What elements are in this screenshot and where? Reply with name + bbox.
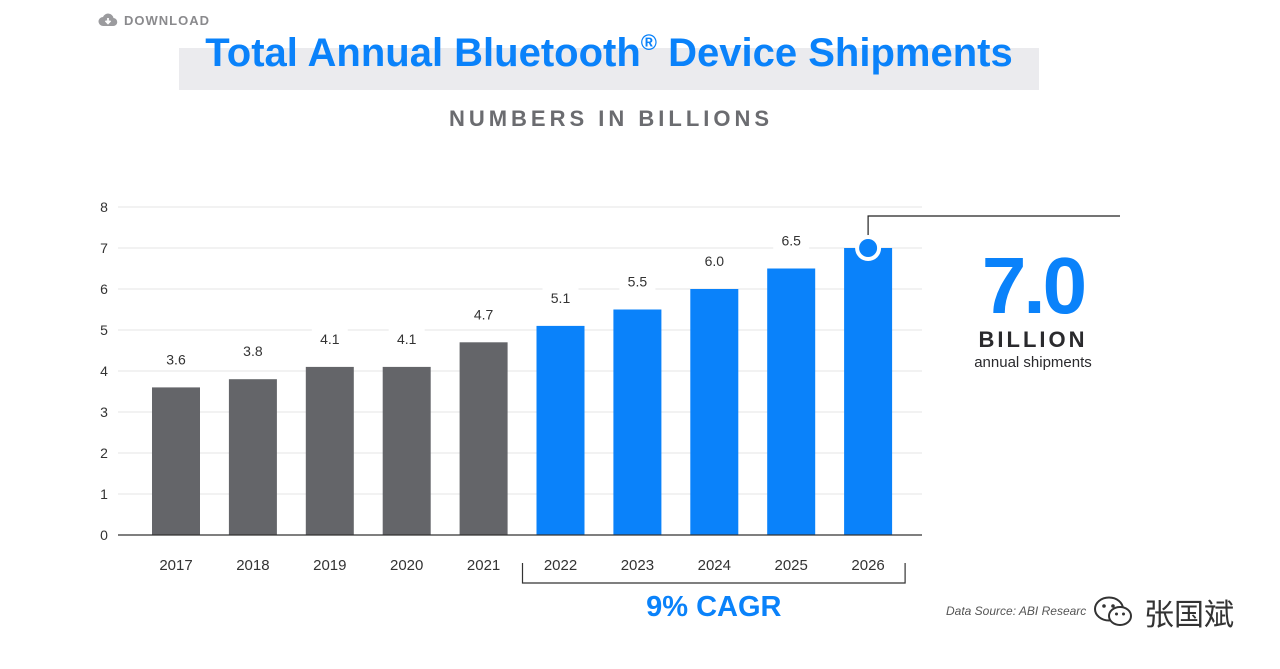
x-tick-label: 2021 bbox=[467, 557, 500, 574]
y-tick-label: 2 bbox=[100, 445, 108, 461]
bar bbox=[228, 379, 277, 535]
x-tick-label: 2023 bbox=[621, 557, 654, 574]
chart-subtitle: NUMBERS IN BILLIONS bbox=[448, 106, 774, 131]
x-tick-label: 2019 bbox=[313, 557, 346, 574]
value-label-bg bbox=[619, 269, 656, 292]
y-tick-label: 0 bbox=[100, 527, 108, 543]
data-source: Data Source: ABI Researc bbox=[946, 604, 1087, 618]
bar bbox=[152, 387, 200, 535]
watermark: 张国斌 bbox=[1088, 590, 1234, 634]
value-label-bg bbox=[773, 228, 810, 251]
value-label: 6.0 bbox=[705, 253, 725, 269]
x-tick-label: 2024 bbox=[698, 557, 731, 574]
chart-title: Total Annual Bluetooth® Device Shipments bbox=[205, 30, 1013, 75]
callout-unit: BILLION bbox=[978, 327, 1088, 352]
value-label-bg bbox=[696, 249, 733, 271]
highlight-marker bbox=[859, 239, 878, 257]
x-tick-label: 2026 bbox=[851, 557, 884, 574]
callout-value: 7.0 bbox=[981, 241, 1087, 330]
x-tick-label: 2025 bbox=[775, 557, 808, 574]
bar bbox=[767, 268, 816, 535]
y-tick-label: 4 bbox=[100, 363, 108, 379]
value-label: 4.1 bbox=[397, 331, 417, 347]
bar bbox=[844, 248, 893, 535]
x-tick-label: 2018 bbox=[236, 557, 269, 574]
value-label-bg bbox=[388, 326, 425, 349]
callout-caption: annual shipments bbox=[974, 354, 1092, 371]
download-label: DOWNLOAD bbox=[124, 12, 210, 28]
value-label: 5.5 bbox=[628, 274, 648, 290]
x-tick-label: 2022 bbox=[544, 557, 577, 574]
value-label: 3.6 bbox=[166, 351, 186, 367]
value-label-bg bbox=[465, 302, 502, 325]
bar bbox=[690, 289, 739, 535]
bar bbox=[382, 366, 431, 535]
download-button[interactable]: DOWNLOAD bbox=[98, 12, 210, 28]
value-label: 4.1 bbox=[320, 331, 340, 347]
highlight-callout: 7.0 BILLION annual shipments bbox=[948, 244, 1118, 374]
cagr-bracket bbox=[521, 563, 906, 584]
y-tick-label: 1 bbox=[100, 486, 108, 502]
wechat-icon bbox=[1094, 596, 1132, 626]
callout-connector bbox=[867, 215, 1120, 243]
y-tick-label: 8 bbox=[100, 199, 108, 215]
value-label: 5.1 bbox=[551, 290, 571, 306]
watermark-name: 张国斌 bbox=[1144, 599, 1234, 632]
y-tick-label: 5 bbox=[100, 322, 108, 338]
value-label: 3.8 bbox=[243, 343, 263, 359]
cagr-label: 9% CAGR bbox=[646, 591, 781, 623]
value-label: 4.7 bbox=[474, 306, 494, 322]
value-label-bg bbox=[158, 347, 194, 370]
y-tick-label: 3 bbox=[100, 404, 108, 420]
bar bbox=[536, 325, 585, 535]
value-label-bg bbox=[234, 339, 271, 362]
cloud-download-icon bbox=[98, 13, 118, 27]
title-background bbox=[179, 48, 1039, 90]
bar bbox=[305, 366, 354, 535]
value-label: 6.5 bbox=[781, 233, 801, 249]
y-tick-label: 7 bbox=[100, 240, 108, 256]
x-tick-label: 2017 bbox=[159, 557, 192, 574]
bar bbox=[459, 342, 508, 535]
value-label-bg bbox=[542, 285, 579, 308]
y-tick-label: 6 bbox=[100, 281, 108, 297]
x-tick-label: 2020 bbox=[390, 557, 423, 574]
bar bbox=[613, 309, 662, 535]
registered-mark: ® bbox=[640, 30, 658, 55]
value-label-bg bbox=[311, 326, 348, 349]
